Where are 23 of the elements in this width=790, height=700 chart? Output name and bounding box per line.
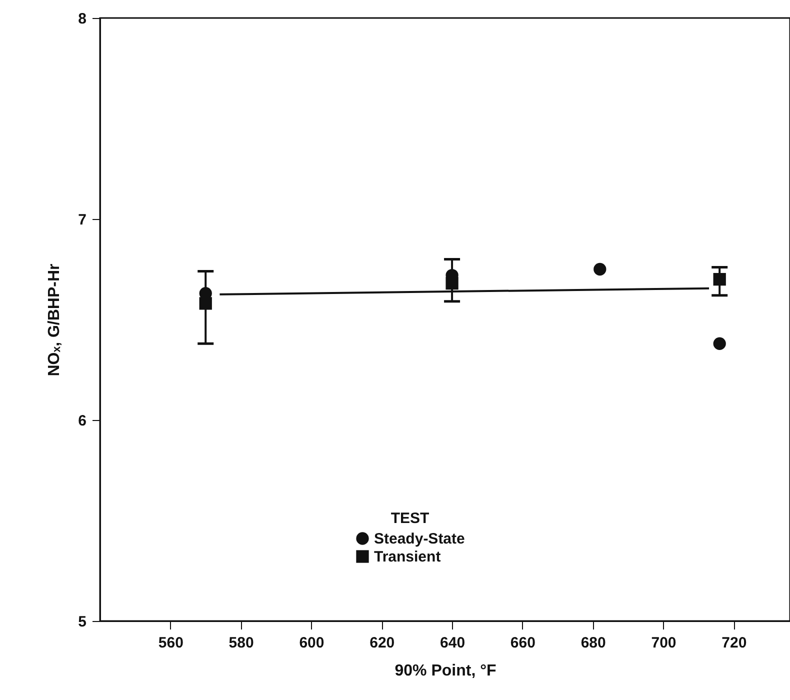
x-axis-title: 90% Point, °F bbox=[394, 662, 496, 680]
y-tick-label: 5 bbox=[78, 614, 86, 630]
point bbox=[713, 272, 726, 286]
point bbox=[199, 297, 212, 310]
legend-label: Steady-State bbox=[374, 530, 465, 548]
x-tick-label: 560 bbox=[158, 634, 184, 652]
y-axis-title: NOₓ, G/BHP-Hr bbox=[46, 264, 64, 376]
point bbox=[446, 276, 458, 290]
point bbox=[594, 262, 606, 276]
x-tick-label: 660 bbox=[510, 634, 536, 652]
y-tick-label: 8 bbox=[78, 10, 86, 28]
point bbox=[713, 337, 726, 350]
y-tick-label: 6 bbox=[78, 412, 86, 430]
y-tick-label: 7 bbox=[78, 212, 86, 228]
x-tick-label: 680 bbox=[580, 634, 606, 652]
legend-title: TEST bbox=[390, 510, 430, 527]
x-tick-label: 640 bbox=[440, 634, 466, 652]
x-tick-label: 620 bbox=[370, 634, 395, 652]
x-tick-label: 700 bbox=[651, 634, 676, 652]
x-tick-label: 600 bbox=[299, 634, 324, 652]
x-tick-label: 720 bbox=[722, 634, 747, 652]
legend-label: Transient bbox=[374, 548, 441, 566]
x-tick-label: 580 bbox=[228, 634, 254, 652]
